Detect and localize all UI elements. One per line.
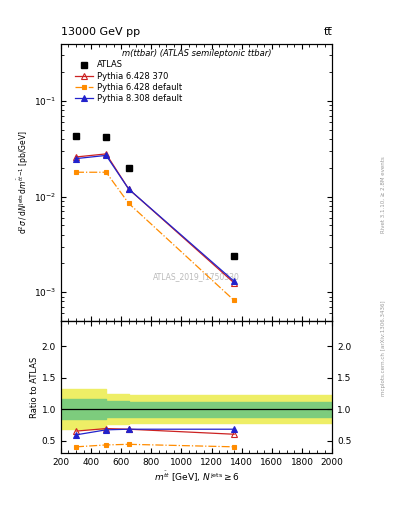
Pythia 8.308 default xyxy=(73,156,78,162)
Pythia 6.428 default xyxy=(73,169,78,175)
ATLAS xyxy=(73,133,78,139)
Pythia 6.428 default xyxy=(104,169,108,175)
Pythia 6.428 default xyxy=(126,200,131,206)
Text: m(ttbar) (ATLAS semileptonic ttbar): m(ttbar) (ATLAS semileptonic ttbar) xyxy=(122,49,271,58)
Y-axis label: $\mathrm{d}^2\sigma\,/\,\mathrm{d}N^\mathrm{jets}\,\mathrm{d}m^{\bar{t}t}{}^{-1}: $\mathrm{d}^2\sigma\,/\,\mathrm{d}N^\mat… xyxy=(15,130,31,234)
Pythia 6.428 370 xyxy=(104,151,108,157)
ATLAS xyxy=(232,253,237,259)
Line: Pythia 6.428 default: Pythia 6.428 default xyxy=(73,170,237,303)
X-axis label: $m^{\bar{t}t}$ [GeV], $N^\mathrm{jets} \geq 6$: $m^{\bar{t}t}$ [GeV], $N^\mathrm{jets} \… xyxy=(154,470,239,484)
Pythia 6.428 370 xyxy=(126,186,131,192)
Line: Pythia 8.308 default: Pythia 8.308 default xyxy=(73,152,237,285)
Text: Rivet 3.1.10, ≥ 2.8M events: Rivet 3.1.10, ≥ 2.8M events xyxy=(381,156,386,233)
Text: tt̅: tt̅ xyxy=(323,27,332,37)
ATLAS xyxy=(126,165,131,171)
Pythia 6.428 370 xyxy=(232,280,237,286)
Pythia 6.428 default xyxy=(232,297,237,304)
Pythia 8.308 default xyxy=(126,186,131,192)
Legend: ATLAS, Pythia 6.428 370, Pythia 6.428 default, Pythia 8.308 default: ATLAS, Pythia 6.428 370, Pythia 6.428 de… xyxy=(73,59,184,104)
Line: ATLAS: ATLAS xyxy=(73,133,237,259)
Y-axis label: Ratio to ATLAS: Ratio to ATLAS xyxy=(30,356,39,418)
Text: ATLAS_2019_I1750330: ATLAS_2019_I1750330 xyxy=(153,272,240,281)
Text: mcplots.cern.ch [arXiv:1306.3436]: mcplots.cern.ch [arXiv:1306.3436] xyxy=(381,301,386,396)
Pythia 8.308 default xyxy=(104,153,108,159)
Text: 13000 GeV pp: 13000 GeV pp xyxy=(61,27,140,37)
Pythia 8.308 default xyxy=(232,278,237,284)
Pythia 6.428 370 xyxy=(73,154,78,160)
ATLAS xyxy=(104,134,108,140)
Line: Pythia 6.428 370: Pythia 6.428 370 xyxy=(73,151,237,286)
